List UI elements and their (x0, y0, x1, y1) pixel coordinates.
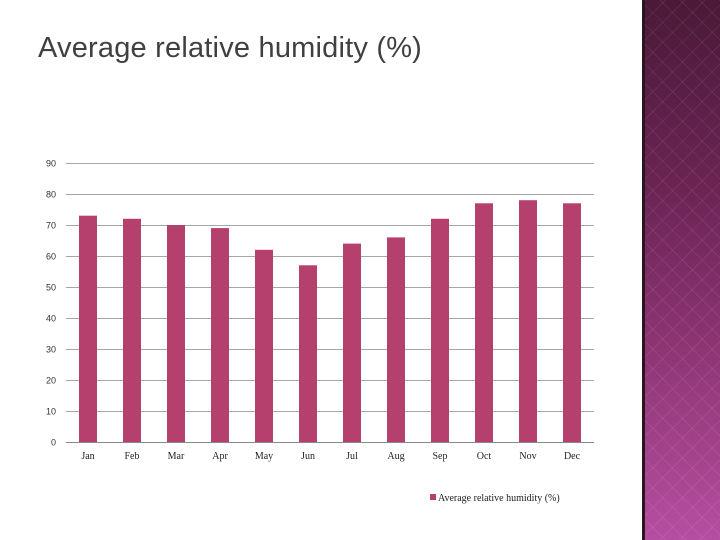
bar-nov (519, 200, 537, 442)
bar-apr (211, 228, 229, 442)
chart-gridlines (66, 163, 594, 443)
bar-dec (563, 203, 581, 442)
x-tick-label: Feb (125, 451, 140, 462)
bar-jan (79, 215, 97, 442)
y-tick-label: 60 (46, 252, 56, 262)
y-tick-label: 40 (46, 314, 56, 324)
x-tick-label: Jan (81, 451, 94, 462)
y-tick-label: 30 (46, 345, 56, 355)
x-tick-label: Jun (301, 451, 315, 462)
x-axis-ticks: Jan Feb Mar Apr May Jun Jul Aug Sep Oct Nov Dec (81, 451, 580, 462)
x-tick-label: Mar (168, 451, 185, 462)
bar-may (255, 249, 273, 442)
bar-chart: 0 10 20 30 40 50 60 70 80 90 Jan Feb Mar Apr May Jun Ju… (46, 159, 594, 504)
x-tick-label: Sep (433, 451, 448, 462)
x-tick-label: Oct (477, 451, 492, 462)
x-tick-label: Aug (387, 451, 404, 462)
bar-sep (431, 218, 449, 442)
chart-legend: Average relative humidity (%) (430, 493, 560, 504)
bar-mar (167, 225, 185, 442)
x-tick-label: Dec (564, 451, 581, 462)
x-tick-label: Apr (212, 451, 228, 462)
bar-jul (343, 243, 361, 442)
y-tick-label: 80 (46, 190, 56, 200)
decorative-side-panel (642, 0, 720, 540)
legend-label: Average relative humidity (%) (438, 493, 560, 504)
y-tick-label: 50 (46, 283, 56, 293)
x-tick-label: Jul (346, 451, 358, 462)
y-tick-label: 0 (51, 438, 56, 448)
bar-oct (475, 203, 493, 442)
bar-jun (299, 265, 317, 442)
bar-aug (387, 237, 405, 442)
legend-swatch (430, 494, 436, 500)
x-tick-label: May (255, 451, 273, 462)
bar-feb (123, 218, 141, 442)
x-tick-label: Nov (519, 451, 536, 462)
chart-bars (79, 200, 581, 442)
y-tick-label: 20 (46, 376, 56, 386)
slide-title: Average relative humidity (%) (38, 32, 423, 64)
y-axis-ticks: 0 10 20 30 40 50 60 70 80 90 (46, 159, 56, 448)
y-tick-label: 70 (46, 221, 56, 231)
y-tick-label: 90 (46, 159, 56, 169)
y-tick-label: 10 (46, 407, 56, 417)
